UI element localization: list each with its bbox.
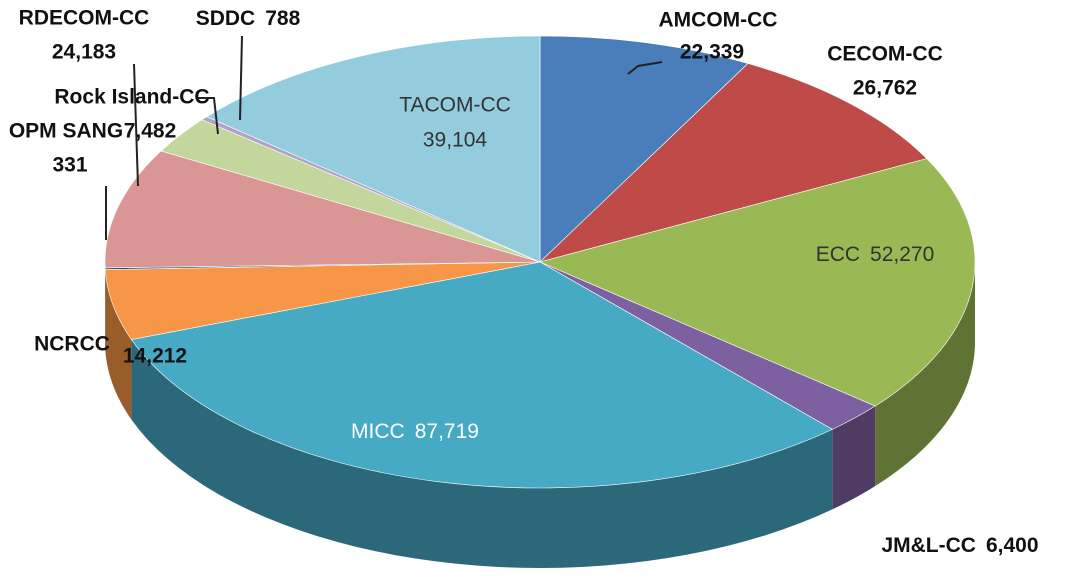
- slice-side: [105, 269, 132, 420]
- value-label: 6,400: [986, 534, 1039, 557]
- value-label: 788: [265, 7, 300, 30]
- value-label: 22,339: [680, 41, 744, 64]
- category-label: AMCOM-CC: [659, 9, 778, 32]
- category-label: ECC: [816, 243, 860, 266]
- slice-label: SDDC 788: [196, 7, 301, 30]
- slice-label: ECC 52,270: [816, 243, 935, 266]
- category-label: NCRCC: [34, 333, 110, 356]
- category-label: MICC: [351, 420, 405, 443]
- value-label: 331: [52, 154, 87, 177]
- category-label: OPM SANG: [9, 120, 123, 143]
- value-label: 14,212: [123, 345, 187, 368]
- slice-label: MICC 87,719: [351, 420, 479, 443]
- slice: [104, 150, 541, 269]
- slice: [539, 63, 928, 263]
- value-label: 26,762: [853, 77, 917, 100]
- slice: [539, 35, 749, 263]
- slice: [206, 35, 541, 263]
- leader-line: [133, 63, 139, 187]
- value-label: 52,270: [870, 243, 934, 266]
- pie-tops: [104, 35, 976, 489]
- value-label: 87,719: [415, 420, 479, 443]
- category-label: Rock Island-CC: [54, 86, 209, 109]
- slice-side: [131, 339, 833, 568]
- slice: [539, 158, 976, 407]
- value-label: 24,183: [52, 41, 116, 64]
- value-label: 7,482: [124, 120, 177, 143]
- category-label: JM&L-CC: [881, 534, 976, 557]
- slice-side: [832, 406, 876, 510]
- labels: AMCOM-CC 22,339 CECOM-CC 26,762 ECC 52,270 JM&…: [9, 7, 1039, 557]
- category-label: SDDC: [196, 7, 256, 30]
- value-label: 39,104: [423, 129, 488, 152]
- category-label: TACOM-CC: [399, 94, 511, 117]
- slice-side: [875, 262, 975, 487]
- leader-line: [196, 97, 219, 135]
- leader-lines: [105, 35, 663, 240]
- category-label: CECOM-CC: [827, 43, 943, 66]
- leader-line: [627, 61, 663, 75]
- category-label: RDECOM-CC: [19, 7, 150, 30]
- slice-label: JM&L-CC 6,400: [881, 534, 1038, 557]
- leader-line: [239, 35, 243, 121]
- slice: [130, 261, 833, 489]
- pie-sides: [105, 262, 975, 568]
